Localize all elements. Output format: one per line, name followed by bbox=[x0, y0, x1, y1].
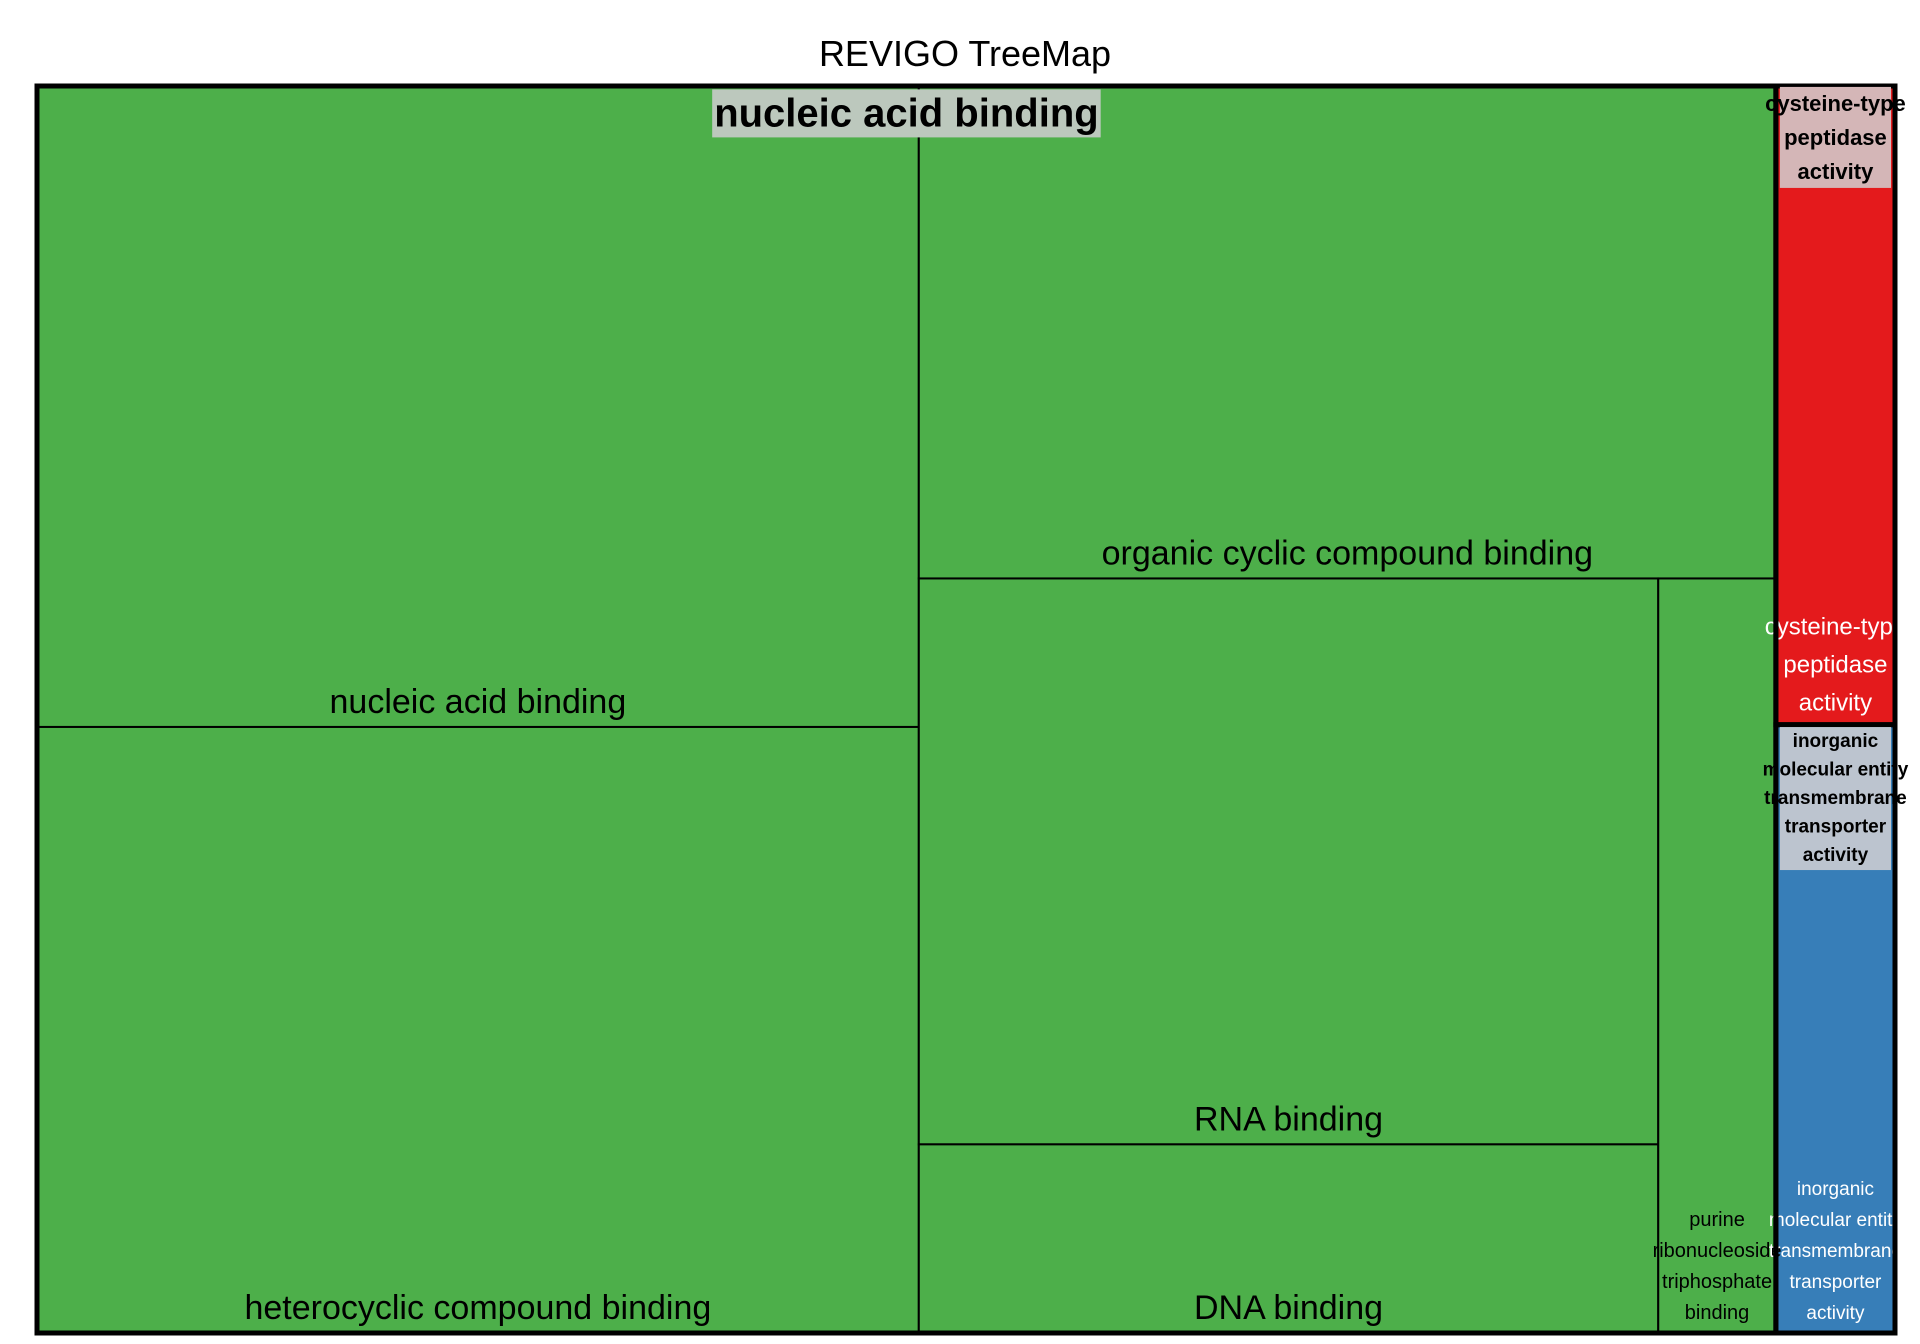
group-header-inorganic-molecular-entity-transmembrane-transporter-activity-line-3: transmembrane bbox=[1764, 788, 1907, 809]
term-label-organic-cyclic-compound-binding-2: organic cyclic compound binding bbox=[1102, 534, 1593, 572]
term-tile-nucleic-acid-binding-0 bbox=[37, 86, 919, 727]
group-header-cysteine-type-peptidase-activity-line-2: peptidase bbox=[1784, 125, 1887, 150]
term-tiles bbox=[37, 86, 1895, 1333]
term-label-rna-binding-3: RNA binding bbox=[1194, 1100, 1383, 1138]
term-tile-rna-binding-3 bbox=[919, 578, 1658, 1144]
term-label-heterocyclic-compound-binding-1: heterocyclic compound binding bbox=[244, 1289, 711, 1327]
chart-title: REVIGO TreeMap bbox=[819, 33, 1111, 74]
group-header-cysteine-type-peptidase-activity-line-1: cysteine-type bbox=[1765, 91, 1906, 116]
term-label-nucleic-acid-binding-0: nucleic acid binding bbox=[330, 683, 627, 721]
term-label-inorganic-molecular-entity-transmembrane-transporter-activity-line-5: activity bbox=[1806, 1303, 1865, 1324]
group-header-inorganic-molecular-entity-transmembrane-transporter-activity-line-1: inorganic bbox=[1793, 731, 1879, 752]
term-label-purine-ribonucleoside-triphosphate-binding-5-line-3: triphosphate bbox=[1662, 1271, 1772, 1293]
group-header-inorganic-molecular-entity-transmembrane-transporter-activity-line-5: activity bbox=[1803, 845, 1869, 866]
term-label-purine-ribonucleoside-triphosphate-binding-5-line-2: ribonucleoside bbox=[1653, 1240, 1782, 1262]
term-label-inorganic-molecular-entity-transmembrane-transporter-activity-line-2: molecular entity bbox=[1769, 1210, 1903, 1231]
term-label-inorganic-molecular-entity-transmembrane-transporter-activity-line-1: inorganic bbox=[1797, 1179, 1874, 1200]
group-header-inorganic-molecular-entity-transmembrane-transporter-activity-line-2: molecular entity bbox=[1763, 760, 1909, 781]
group-header-cysteine-type-peptidase-activity-line-3: activity bbox=[1798, 159, 1875, 184]
group-header-nucleic-acid-binding: nucleic acid binding bbox=[714, 91, 1099, 135]
term-label-cysteine-type-peptidase-activity-line-2: peptidase bbox=[1783, 652, 1887, 679]
term-tile-heterocyclic-compound-binding-1 bbox=[37, 727, 919, 1333]
term-label-cysteine-type-peptidase-activity-line-1: cysteine-type bbox=[1765, 614, 1906, 641]
term-label-inorganic-molecular-entity-transmembrane-transporter-activity-line-4: transporter bbox=[1790, 1272, 1883, 1293]
term-label-inorganic-molecular-entity-transmembrane-transporter-activity-line-3: transmembrane bbox=[1769, 1241, 1902, 1262]
term-label-purine-ribonucleoside-triphosphate-binding-5-line-1: purine bbox=[1689, 1209, 1745, 1231]
group-header-inorganic-molecular-entity-transmembrane-transporter-activity-line-4: transporter bbox=[1785, 817, 1887, 838]
term-label-purine-ribonucleoside-triphosphate-binding-5-line-4: binding bbox=[1685, 1302, 1750, 1324]
term-label-cysteine-type-peptidase-activity-line-3: activity bbox=[1799, 690, 1872, 717]
term-label-dna-binding-4: DNA binding bbox=[1194, 1289, 1383, 1327]
term-tile-organic-cyclic-compound-binding-2 bbox=[919, 86, 1776, 578]
